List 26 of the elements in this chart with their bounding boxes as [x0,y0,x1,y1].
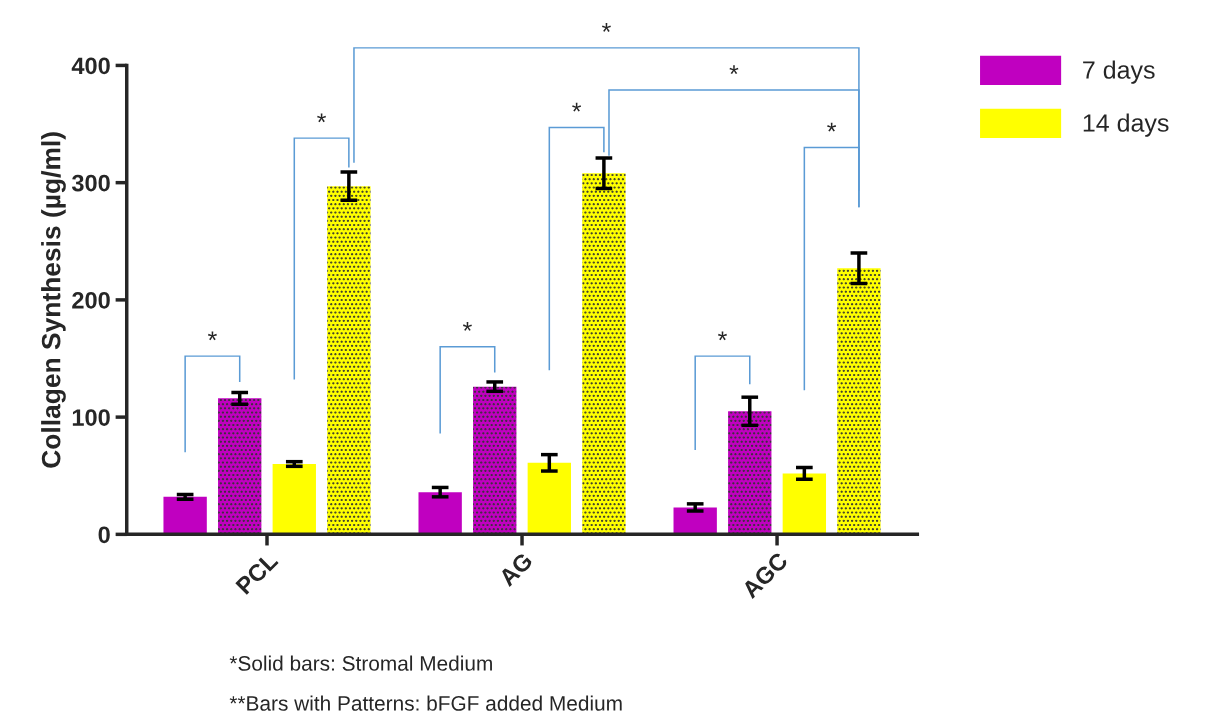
annotation: * [317,113,327,123]
y-tick-label: 200 [72,291,110,309]
y-tick-label: 300 [71,174,110,192]
bar [527,462,571,535]
y-axis-title: Collagen Synthesis (µg/ml) [41,132,66,468]
annotation: * [572,102,582,112]
annotation: * [207,331,217,341]
bar [272,464,316,535]
text: **Bars with Patterns: bFGF added Medium [229,695,622,711]
text: *Solid bars: Stromal Medium [229,655,492,671]
bar [782,473,827,535]
annotation: * [718,331,727,341]
legend-label: 7 days [1083,60,1155,84]
y-tick-label: 0 [98,526,110,544]
annotation: * [827,122,837,132]
x-tick-label: PCL [235,551,279,595]
y-tick-label: 100 [72,409,110,426]
x-tick-label: AG [497,551,534,588]
bar [163,496,207,535]
legend-label: 14 days [1083,113,1169,137]
annotation: * [462,322,472,331]
bar [418,492,462,535]
bar [673,507,717,535]
text: * [601,23,611,32]
y-tick-label: 400 [71,57,110,75]
annotation: * [729,65,739,75]
